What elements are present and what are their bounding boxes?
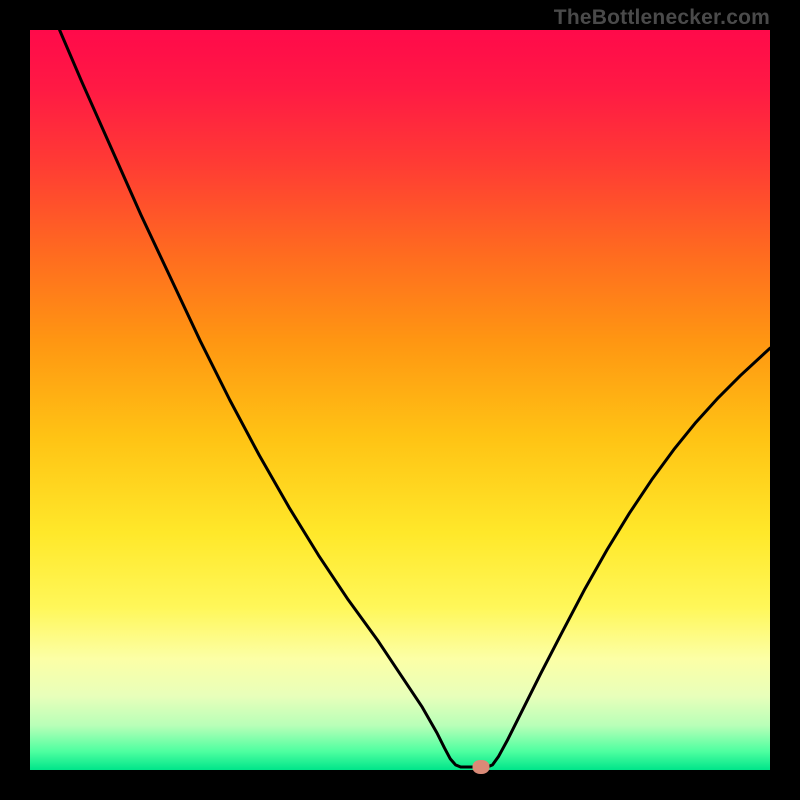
watermark-label: TheBottlenecker.com [554, 6, 770, 30]
gradient-line-chart [30, 30, 770, 770]
plot-area [30, 30, 770, 770]
chart-frame: TheBottlenecker.com [0, 0, 800, 800]
gradient-background [30, 30, 770, 770]
optimum-marker [473, 760, 490, 774]
